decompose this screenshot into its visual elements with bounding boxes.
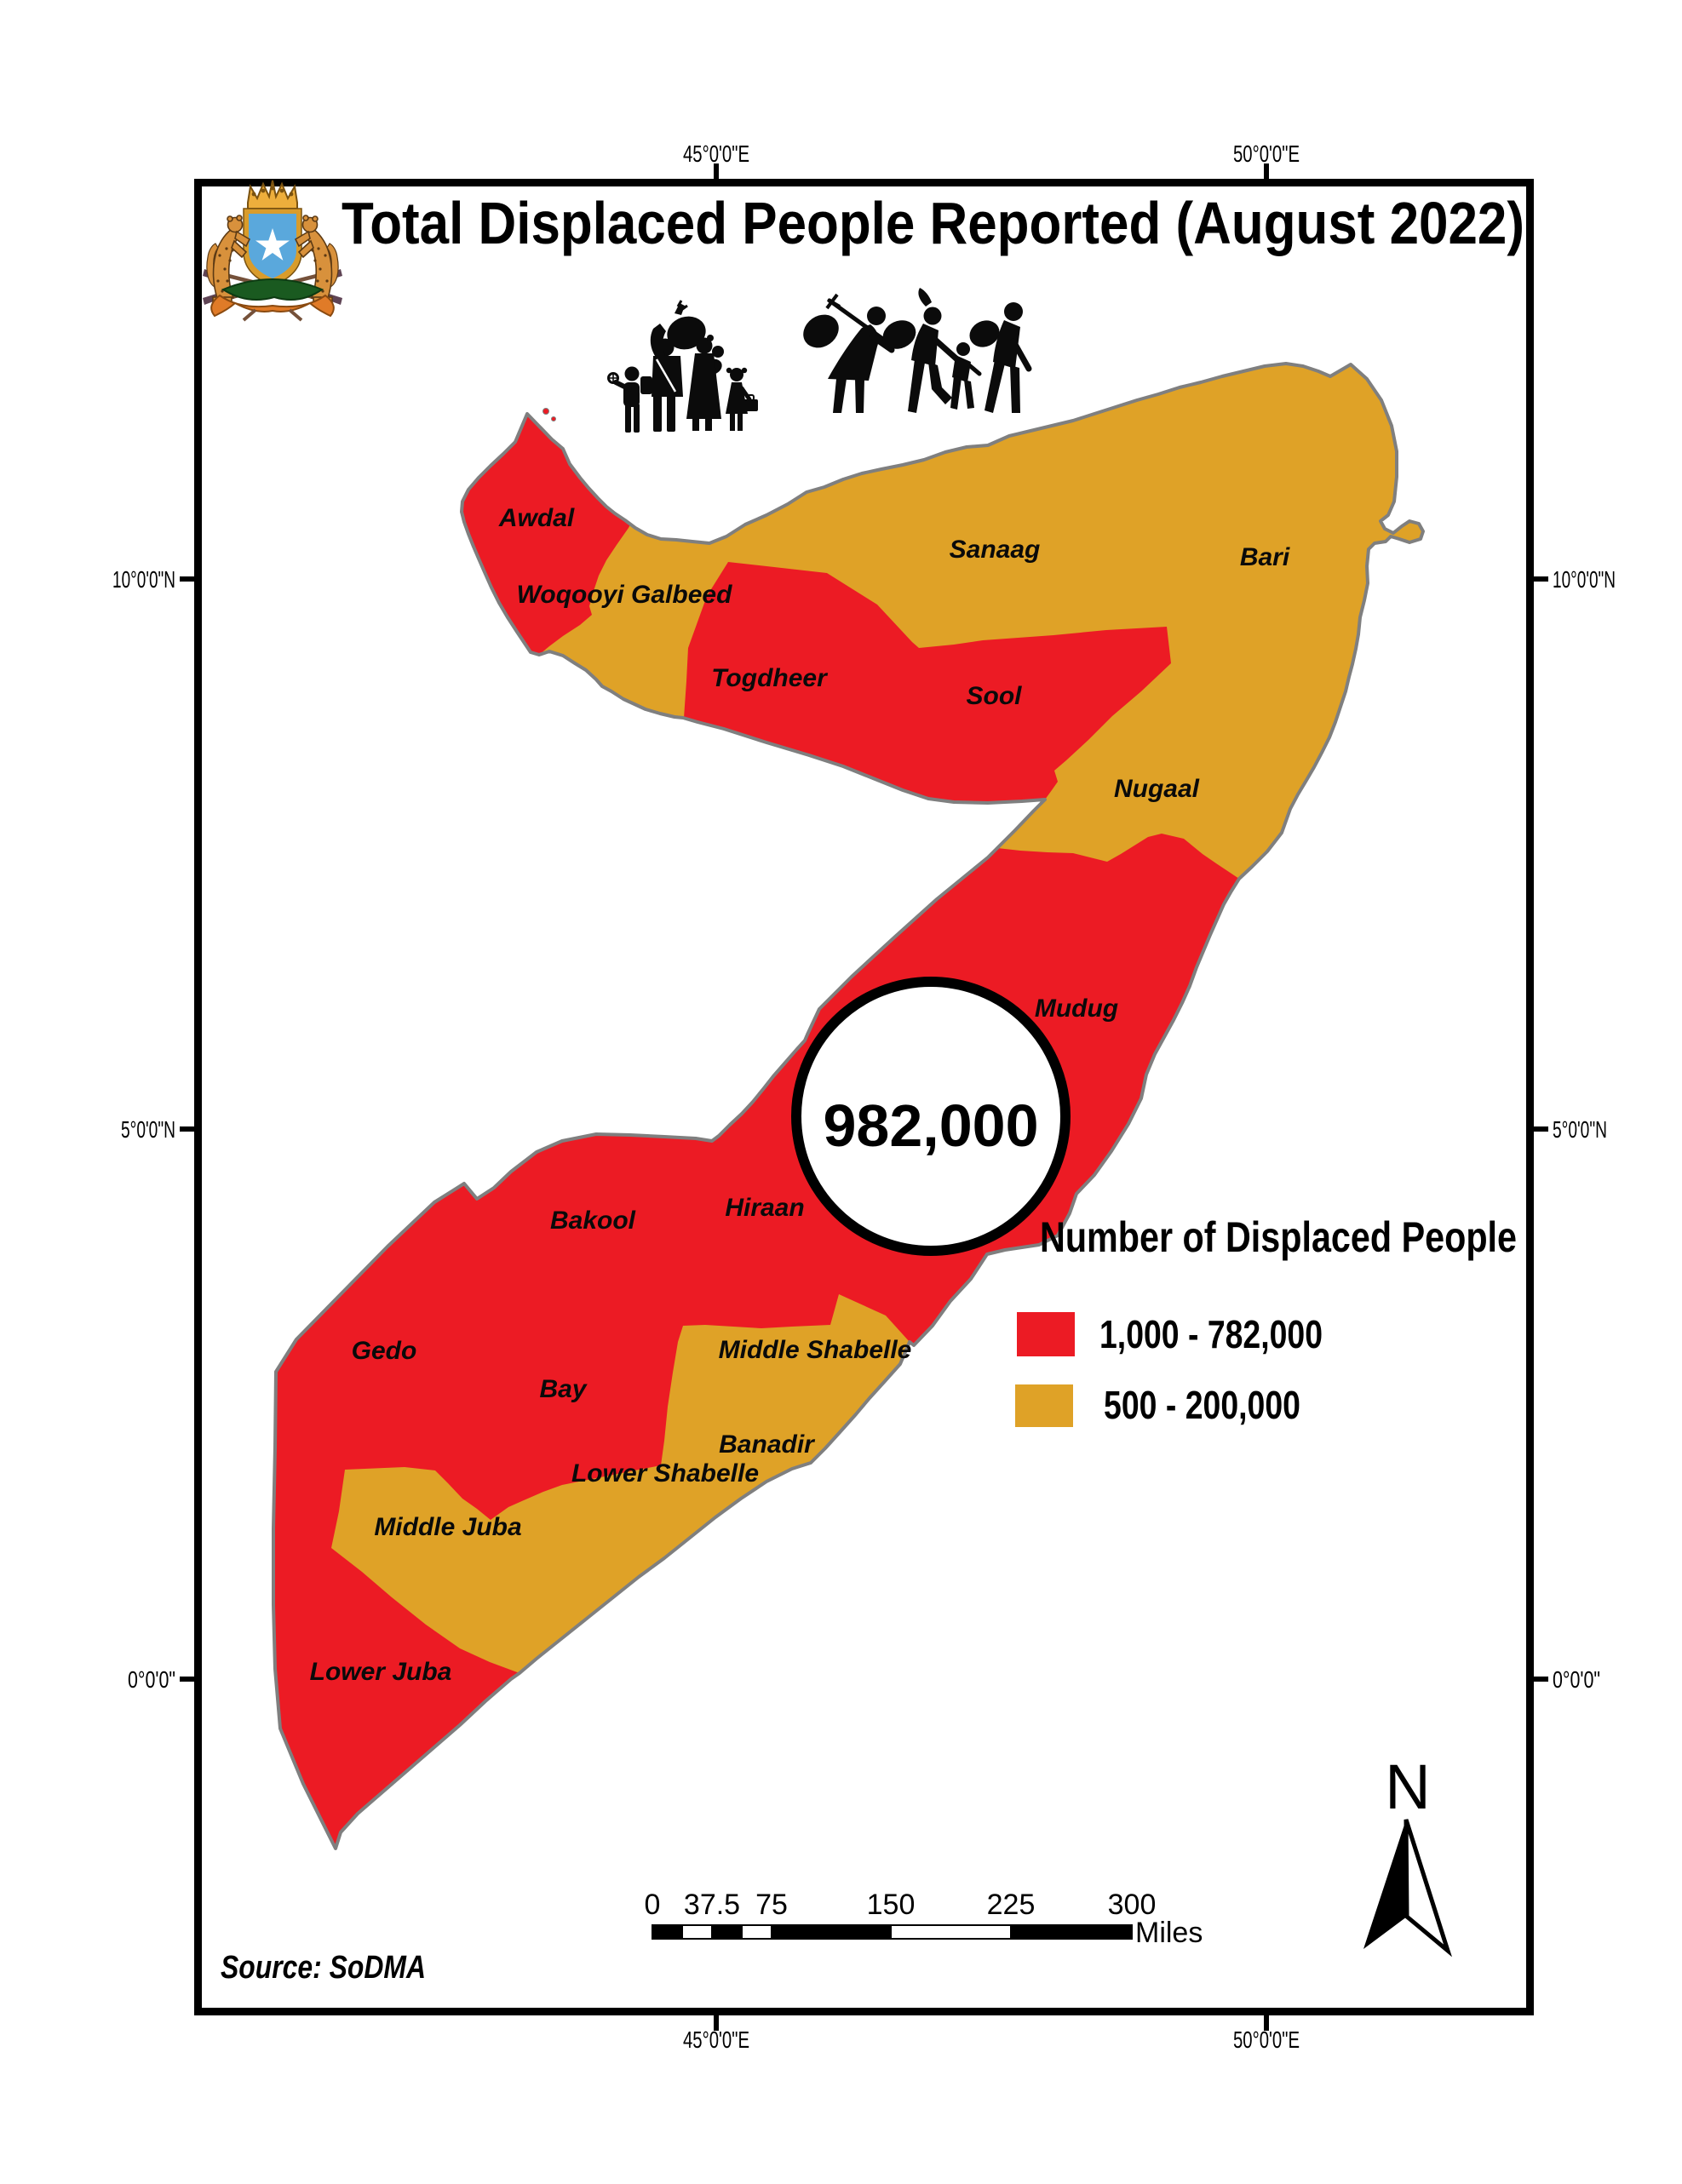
svg-text:Middle Juba: Middle Juba [374, 1513, 521, 1541]
svg-text:Bakool: Bakool [550, 1207, 636, 1235]
svg-text:75: 75 [755, 1889, 788, 1921]
svg-text:Bari: Bari [1240, 543, 1290, 571]
svg-text:Total Displaced People Reporte: Total Displaced People Reported (August … [342, 190, 1524, 256]
svg-text:Lower Juba: Lower Juba [310, 1658, 452, 1686]
svg-text:500 - 200,000: 500 - 200,000 [1104, 1383, 1300, 1427]
svg-text:982,000: 982,000 [823, 1092, 1038, 1159]
svg-text:10°0'0"N: 10°0'0"N [112, 566, 175, 593]
svg-text:Lower Shabelle: Lower Shabelle [571, 1459, 759, 1488]
svg-text:Bay: Bay [539, 1375, 587, 1403]
svg-text:37.5: 37.5 [684, 1889, 740, 1921]
svg-text:150: 150 [867, 1889, 916, 1921]
svg-text:Awdal: Awdal [498, 504, 575, 532]
svg-text:Source: SoDMA: Source: SoDMA [221, 1950, 426, 1986]
svg-text:0°0'0": 0°0'0" [128, 1666, 175, 1693]
svg-text:Middle Shabelle: Middle Shabelle [719, 1336, 912, 1364]
svg-text:10°0'0"N: 10°0'0"N [1553, 566, 1616, 593]
svg-text:N: N [1385, 1751, 1430, 1822]
svg-text:Togdheer: Togdheer [711, 664, 829, 692]
svg-text:Banadir: Banadir [719, 1430, 816, 1459]
svg-text:50°0'0"E: 50°0'0"E [1233, 2026, 1300, 2053]
svg-text:5°0'0"N: 5°0'0"N [1553, 1116, 1607, 1143]
svg-text:0: 0 [645, 1889, 661, 1921]
svg-text:Miles: Miles [1135, 1917, 1203, 1949]
svg-text:225: 225 [987, 1889, 1036, 1921]
svg-text:0°0'0": 0°0'0" [1553, 1666, 1600, 1693]
svg-text:300: 300 [1108, 1889, 1157, 1921]
svg-text:45°0'0"E: 45°0'0"E [683, 2026, 749, 2053]
svg-text:Nugaal: Nugaal [1114, 775, 1200, 803]
svg-text:1,000 - 782,000: 1,000 - 782,000 [1099, 1312, 1323, 1356]
svg-text:Hiraan: Hiraan [725, 1194, 804, 1222]
svg-text:Sool: Sool [967, 682, 1023, 710]
svg-text:Woqooyi Galbeed: Woqooyi Galbeed [517, 581, 732, 609]
svg-text:Mudug: Mudug [1035, 995, 1118, 1023]
svg-text:Gedo: Gedo [352, 1337, 417, 1365]
svg-text:Number of Displaced People: Number of Displaced People [1040, 1213, 1517, 1261]
svg-text:5°0'0"N: 5°0'0"N [121, 1116, 175, 1143]
svg-text:Sanaag: Sanaag [950, 536, 1041, 564]
svg-text:45°0'0"E: 45°0'0"E [683, 140, 749, 167]
svg-text:50°0'0"E: 50°0'0"E [1233, 140, 1300, 167]
